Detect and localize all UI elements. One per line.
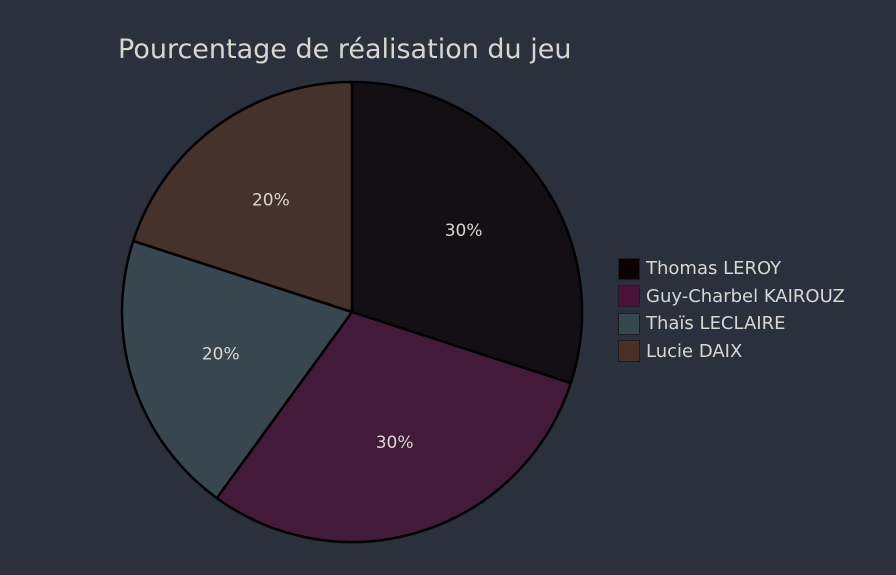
legend-swatch: [618, 257, 640, 280]
pie-slice: [215, 310, 572, 544]
pie-slice-label: 30%: [376, 433, 414, 453]
pie-slice-label: 20%: [252, 190, 290, 210]
legend-label: Thomas LEROY: [646, 258, 782, 280]
legend-label: Lucie DAIX: [646, 340, 743, 362]
pie-slice-label: 30%: [445, 221, 483, 241]
chart-title: Pourcentage de réalisation du jeu: [118, 34, 572, 65]
legend-item: Thaïs LECLAIRE: [618, 310, 845, 338]
legend-item: Guy-Charbel KAIROUZ: [618, 283, 845, 311]
legend-swatch: [618, 285, 640, 308]
legend-item: Lucie DAIX: [618, 338, 845, 366]
pie-slice: [132, 80, 354, 314]
legend-label: Guy-Charbel KAIROUZ: [646, 285, 845, 307]
pie-slice-labels: 30% 30% 20% 20%: [202, 190, 483, 453]
pie-slice: [120, 239, 354, 500]
pie-slice: [350, 80, 584, 385]
chart-legend: Thomas LEROY Guy-Charbel KAIROUZ Thaïs L…: [618, 255, 845, 365]
pie-slices: [120, 80, 584, 544]
legend-item: Thomas LEROY: [618, 255, 845, 283]
legend-label: Thaïs LECLAIRE: [646, 313, 786, 335]
pie-slice-label: 20%: [202, 345, 240, 365]
legend-swatch: [618, 340, 640, 363]
legend-swatch: [618, 312, 640, 335]
